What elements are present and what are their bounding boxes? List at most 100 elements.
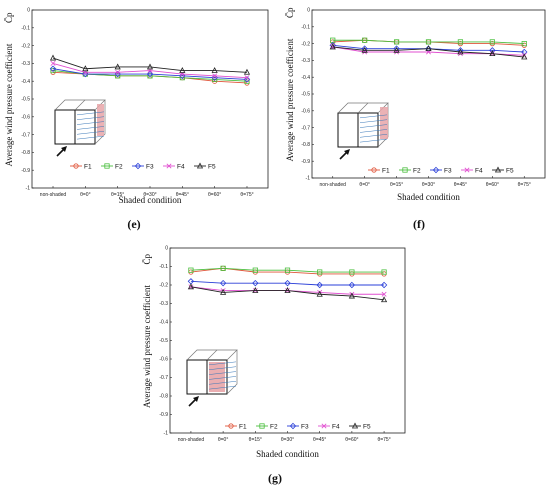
data-point <box>425 45 432 52</box>
data-point <box>457 39 464 45</box>
y-tick-label: -0.6 <box>159 357 168 363</box>
data-point <box>489 47 496 54</box>
series-line-F3 <box>52 68 248 80</box>
wind-arrowhead <box>344 149 350 155</box>
y-axis-symbol: C̄p <box>285 7 295 18</box>
y-axis-label-group: Average wind pressure coefficient C̄p <box>4 12 14 166</box>
data-point <box>219 279 227 287</box>
building-model-icon <box>186 349 238 407</box>
legend-marker <box>196 162 204 169</box>
x-tick-label: θ=30° <box>281 437 294 443</box>
data-point <box>114 63 121 70</box>
y-tick-label: -0.2 <box>159 283 168 289</box>
data-point <box>316 290 323 297</box>
series-F5 <box>329 43 528 60</box>
floor-line <box>208 371 237 375</box>
data-point <box>348 292 355 299</box>
legend-label: F5 <box>208 163 216 170</box>
data-point <box>211 74 218 81</box>
data-point <box>489 39 495 45</box>
legend-label: F1 <box>382 167 390 174</box>
floor-line <box>76 121 105 125</box>
floor-line <box>76 131 105 135</box>
data-point <box>317 269 323 275</box>
x-tick-label: θ=45° <box>313 437 326 443</box>
legend-marker <box>351 422 359 429</box>
data-point <box>50 60 56 66</box>
series-line-F5 <box>190 286 385 301</box>
legend-marker <box>464 167 470 173</box>
data-point <box>187 283 195 290</box>
wind-arrowhead <box>193 396 199 402</box>
legend: F1 F2 F3 F4 F5 <box>368 166 514 174</box>
data-point <box>393 45 400 52</box>
data-point <box>114 70 121 78</box>
series-F2 <box>188 265 387 275</box>
data-point <box>425 39 432 45</box>
legend-marker <box>73 163 79 169</box>
data-point <box>457 48 464 55</box>
panel-label: (f) <box>413 217 425 231</box>
x-axis-label: Shaded condition <box>119 195 182 205</box>
data-point <box>49 65 57 72</box>
y-tick-label: 0 <box>27 8 30 14</box>
floor-line <box>208 366 237 370</box>
legend-marker <box>134 162 142 170</box>
floor-line <box>76 126 105 130</box>
plot-frame <box>31 9 269 189</box>
floor-line <box>359 114 388 119</box>
y-tick-label: 0 <box>165 246 168 252</box>
legend-label: F4 <box>177 163 185 170</box>
y-tick-label: -0.5 <box>159 338 168 344</box>
data-point <box>146 63 154 70</box>
legend-label: F5 <box>506 167 514 174</box>
series-line-F2 <box>190 267 385 273</box>
x-tick-label: θ=0° <box>218 437 228 443</box>
legend-label: F4 <box>475 167 483 174</box>
y-tick-label: -0.8 <box>159 394 168 400</box>
data-point <box>211 67 218 73</box>
legend-label: F3 <box>301 423 309 430</box>
building-side <box>226 350 238 395</box>
y-tick-label: -0.1 <box>301 25 310 31</box>
legend-label: F3 <box>444 167 452 174</box>
legend-marker <box>432 166 440 174</box>
series-line-F3 <box>190 280 385 286</box>
series-F4 <box>50 60 250 81</box>
series-line-F1 <box>332 39 525 46</box>
data-point <box>381 269 387 275</box>
shaded-facade <box>97 104 104 136</box>
legend-label: F1 <box>84 163 92 170</box>
x-tick-label: θ=0° <box>359 182 369 188</box>
legend-label: F3 <box>146 163 154 170</box>
y-tick-label: -0.4 <box>301 75 310 81</box>
chart-panel-g: 0 -0.1 -0.2 -0.3 -0.4 -0.5 -0.6 -0.7 -0.8 -0.9 -1 n… <box>142 246 406 485</box>
chart-panel-f: 0 -0.1 -0.2 -0.3 -0.4 -0.5 -0.6 -0.7 -0.8 -0.9 -1 n… <box>285 7 546 231</box>
x-tick-label: θ=15° <box>390 182 403 188</box>
series-line-F5 <box>52 57 248 73</box>
data-point <box>425 45 432 52</box>
floor-line <box>76 135 105 140</box>
y-tick-label: -0.1 <box>21 26 30 32</box>
data-point <box>380 296 388 303</box>
legend-label: F2 <box>413 167 421 174</box>
building-edge <box>74 99 86 111</box>
wind-arrowhead <box>61 146 67 152</box>
data-point <box>252 287 259 293</box>
y-tick-label: -0.3 <box>159 301 168 307</box>
data-point <box>188 267 194 273</box>
y-tick-label: -0.9 <box>21 168 30 174</box>
data-point <box>49 54 57 61</box>
legend-label: F2 <box>270 423 278 430</box>
data-point <box>381 291 387 297</box>
floor-line <box>76 116 105 120</box>
data-point <box>349 269 355 275</box>
data-point <box>284 287 291 293</box>
x-tick-label: non-shaded <box>178 437 205 443</box>
y-axis-label-group: Average wind pressure coefficient C̄p <box>142 253 152 407</box>
y-tick-label: -0.7 <box>21 132 30 138</box>
x-axis-label: Shaded condition <box>397 192 460 202</box>
building-front-left <box>337 112 359 148</box>
y-tick-label: -0.7 <box>159 375 168 381</box>
series-line-F1 <box>190 267 385 275</box>
